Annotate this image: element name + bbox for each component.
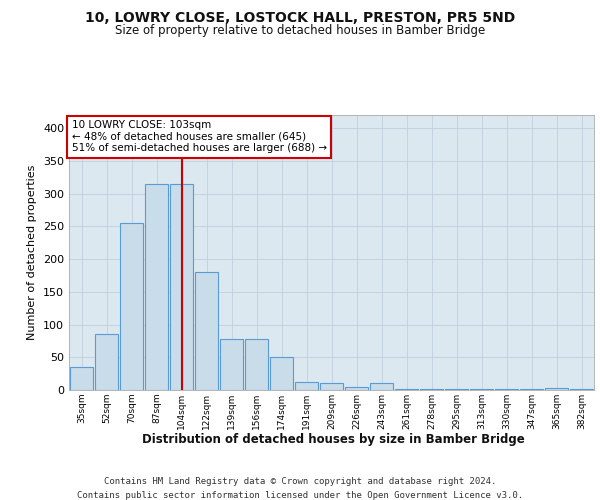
Text: 10, LOWRY CLOSE, LOSTOCK HALL, PRESTON, PR5 5ND: 10, LOWRY CLOSE, LOSTOCK HALL, PRESTON, … xyxy=(85,11,515,25)
Y-axis label: Number of detached properties: Number of detached properties xyxy=(28,165,37,340)
Text: 10 LOWRY CLOSE: 103sqm
← 48% of detached houses are smaller (645)
51% of semi-de: 10 LOWRY CLOSE: 103sqm ← 48% of detached… xyxy=(71,120,326,154)
Bar xyxy=(344,386,368,390)
Bar xyxy=(320,384,343,390)
Bar xyxy=(145,184,169,390)
Text: Distribution of detached houses by size in Bamber Bridge: Distribution of detached houses by size … xyxy=(142,432,524,446)
Text: Size of property relative to detached houses in Bamber Bridge: Size of property relative to detached ho… xyxy=(115,24,485,37)
Text: Contains public sector information licensed under the Open Government Licence v3: Contains public sector information licen… xyxy=(77,491,523,500)
Bar xyxy=(95,334,118,390)
Bar xyxy=(194,272,218,390)
Text: Contains HM Land Registry data © Crown copyright and database right 2024.: Contains HM Land Registry data © Crown c… xyxy=(104,478,496,486)
Bar xyxy=(119,223,143,390)
Bar xyxy=(545,388,568,390)
Bar xyxy=(295,382,319,390)
Bar xyxy=(269,358,293,390)
Bar xyxy=(70,367,94,390)
Bar xyxy=(245,339,268,390)
Bar xyxy=(170,184,193,390)
Bar xyxy=(370,384,394,390)
Bar xyxy=(220,339,244,390)
